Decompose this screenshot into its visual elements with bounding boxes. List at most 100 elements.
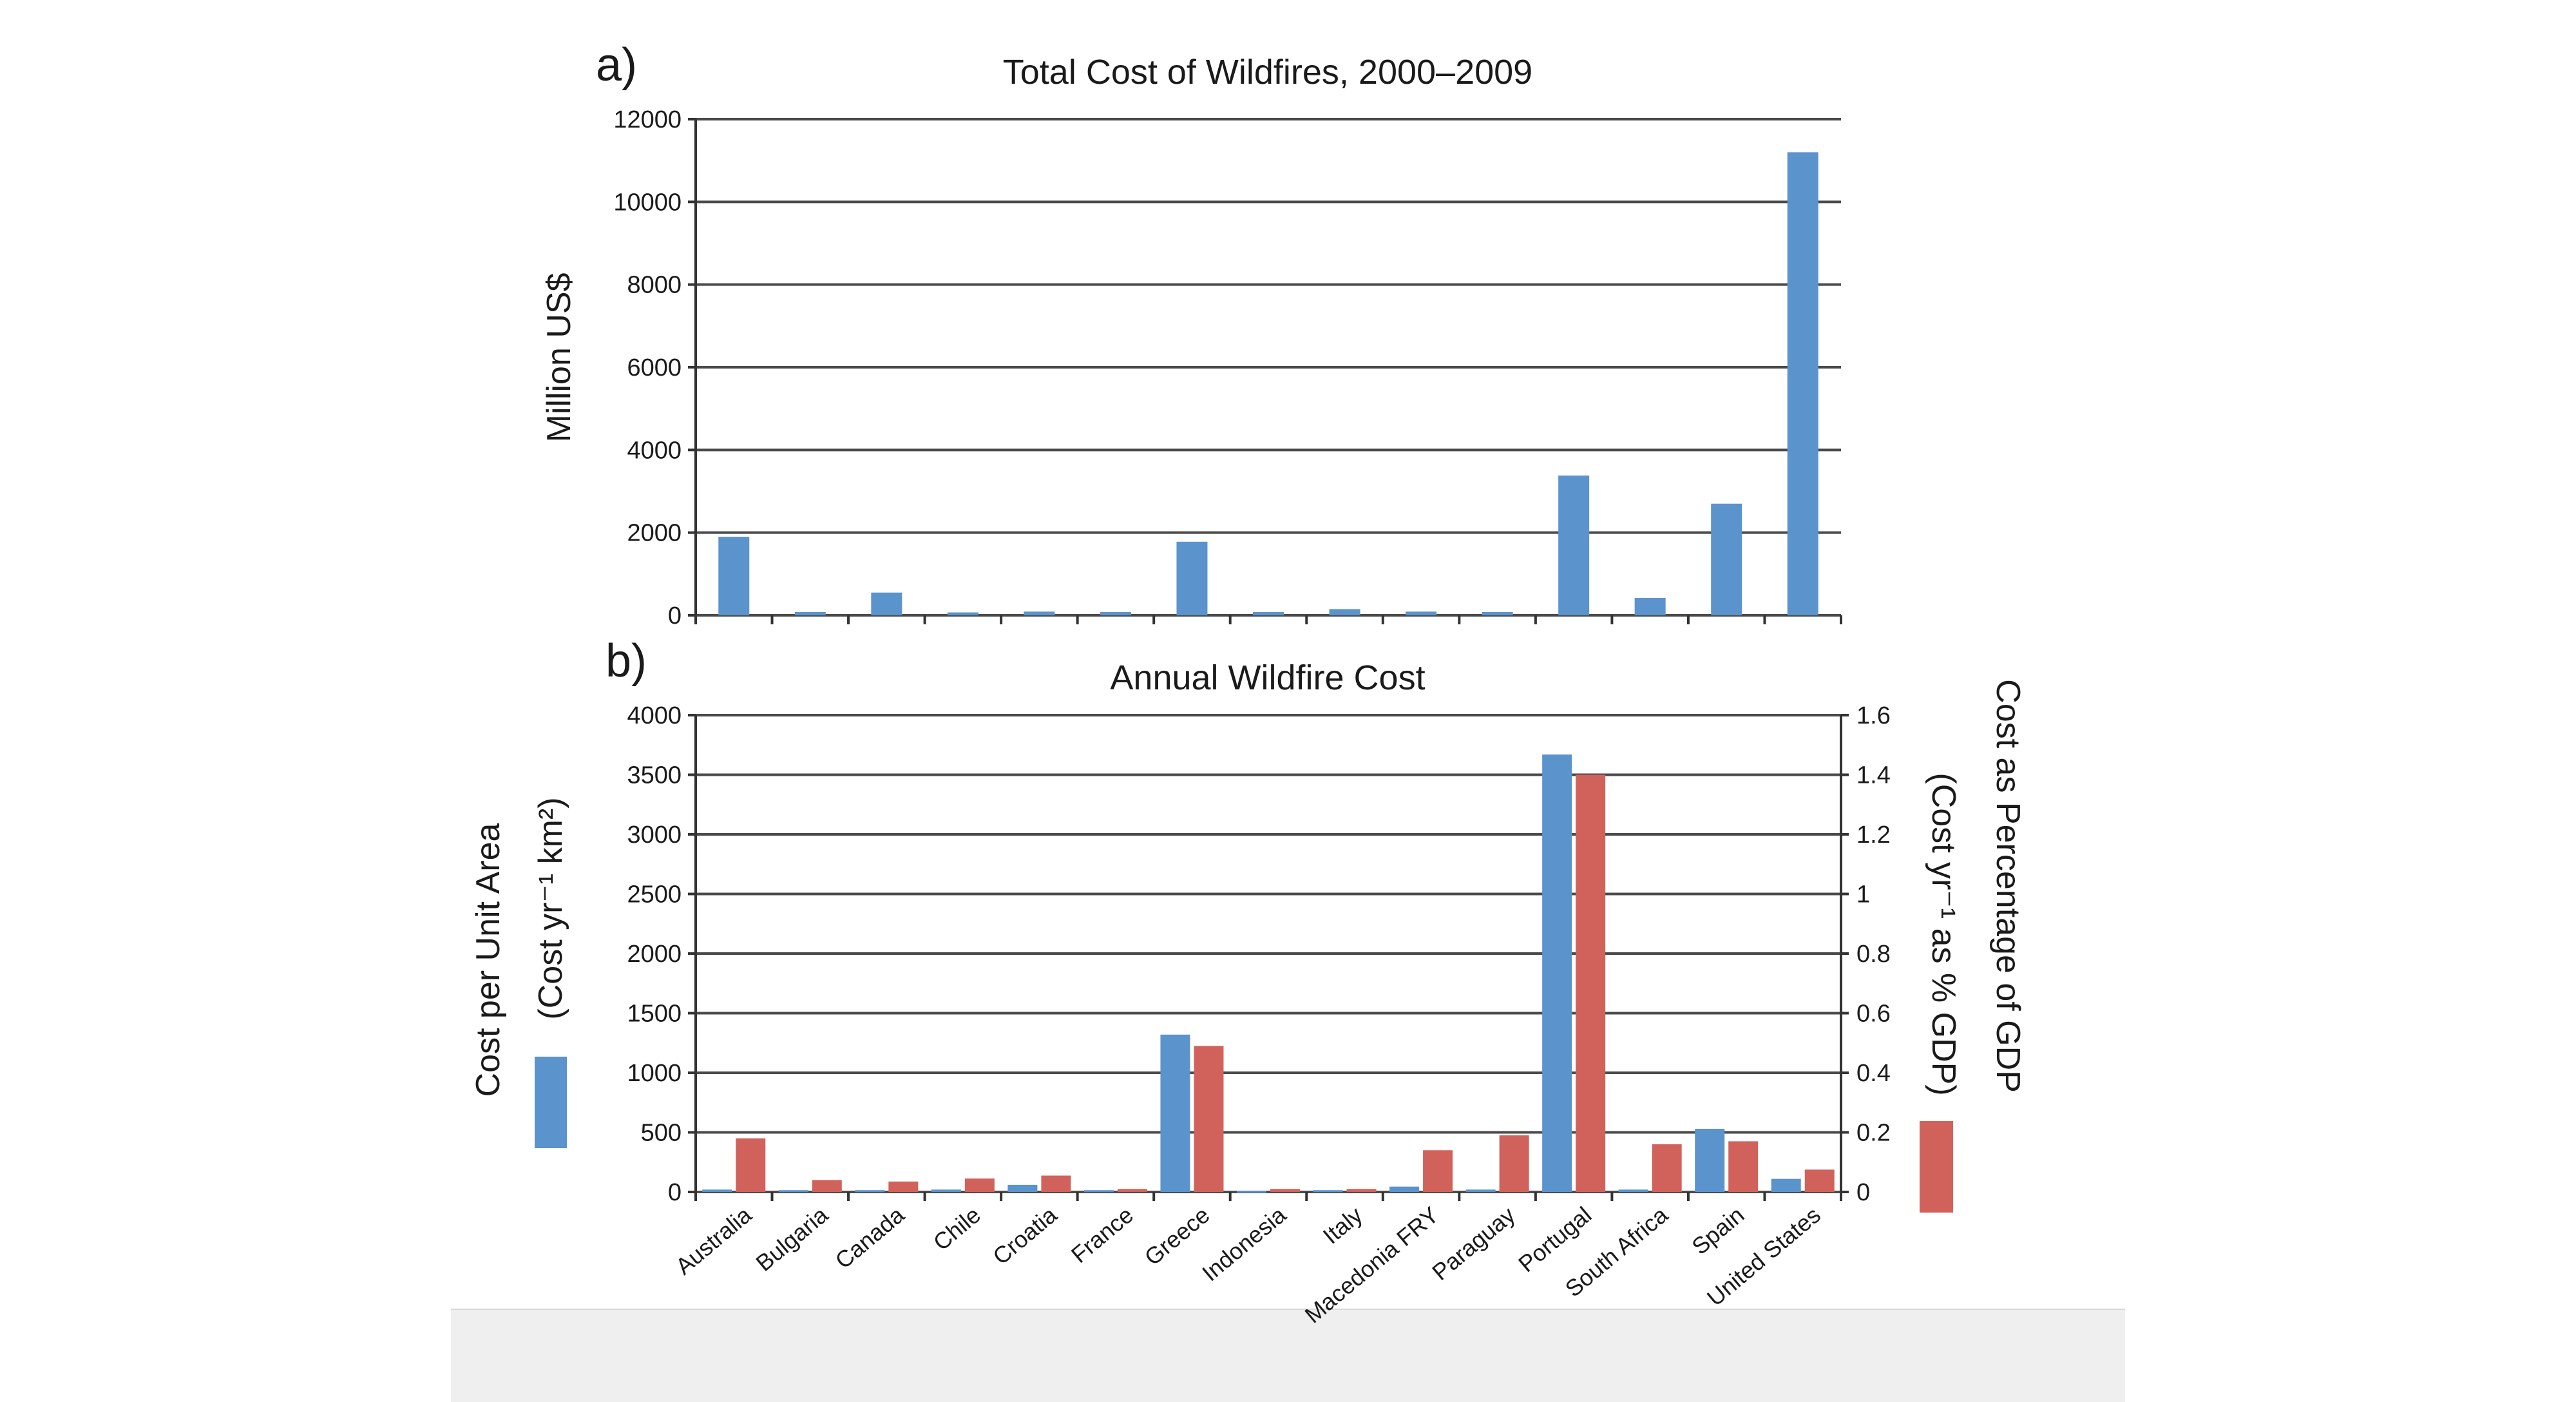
panel-a-label: a) bbox=[596, 39, 637, 91]
bar-cost-per-area bbox=[1771, 1178, 1801, 1192]
bar-cost-gdp bbox=[1499, 1135, 1529, 1192]
y-tick-label: 12000 bbox=[613, 106, 682, 133]
category-label: Paraguay bbox=[1427, 1202, 1520, 1285]
bar-cost-gdp bbox=[1194, 1046, 1224, 1192]
left-y-tick-label: 3000 bbox=[627, 821, 682, 849]
bar bbox=[1253, 611, 1284, 615]
bar-cost-gdp bbox=[1576, 774, 1606, 1192]
panel-b-right-y-ticks: 0 0.2 0.4 0.6 0.8 1 1.2 1.4 1.6 bbox=[1856, 702, 1891, 1206]
bar-cost-gdp bbox=[812, 1180, 842, 1192]
bar bbox=[871, 592, 902, 615]
bar-cost-gdp bbox=[1041, 1175, 1071, 1192]
right-y-tick-label: 0 bbox=[1856, 1179, 1870, 1206]
left-y-tick-label: 3500 bbox=[627, 762, 682, 789]
panel-a-ylabel: Million US$ bbox=[540, 273, 578, 442]
bar-cost-per-area bbox=[855, 1190, 885, 1193]
bar bbox=[1482, 611, 1513, 615]
bar bbox=[1329, 609, 1360, 615]
bar bbox=[1024, 611, 1055, 615]
panel-b-right-ylabel-line2: (Cost yr⁻¹ as % GDP) bbox=[1925, 773, 1962, 1095]
category-label: Canada bbox=[830, 1201, 910, 1274]
y-tick-label: 8000 bbox=[627, 272, 682, 299]
bar-cost-gdp bbox=[1804, 1169, 1835, 1192]
panel-b-left-ylabel-line1: Cost per Unit Area bbox=[470, 823, 507, 1097]
left-y-tick-label: 0 bbox=[668, 1179, 682, 1206]
bar bbox=[1558, 475, 1590, 615]
category-label: Indonesia bbox=[1197, 1201, 1292, 1286]
left-y-tick-label: 4000 bbox=[627, 702, 682, 729]
panel-b-right-ylabel-line1: Cost as Percentage of GDP bbox=[1989, 679, 2027, 1093]
panel-b-gridlines bbox=[688, 714, 1849, 1201]
left-y-tick-label: 2000 bbox=[627, 941, 682, 968]
bar bbox=[1176, 541, 1208, 615]
category-label: Croatia bbox=[987, 1201, 1062, 1270]
panel-a-y-ticks: 0 2000 4000 6000 8000 10000 12000 bbox=[613, 106, 682, 629]
left-y-tick-label: 500 bbox=[641, 1120, 682, 1147]
bar-cost-per-area bbox=[1389, 1186, 1420, 1192]
bar-cost-gdp bbox=[1346, 1189, 1377, 1192]
panel-a-title: Total Cost of Wildfires, 2000–2009 bbox=[1003, 53, 1532, 91]
y-tick-label: 2000 bbox=[627, 520, 682, 547]
left-axis-legend-swatch bbox=[535, 1057, 567, 1148]
bar-cost-gdp bbox=[964, 1178, 995, 1192]
left-y-tick-label: 2500 bbox=[627, 881, 682, 908]
bar-cost-per-area bbox=[1313, 1190, 1343, 1193]
y-tick-label: 0 bbox=[668, 602, 682, 629]
bar-cost-per-area bbox=[1465, 1189, 1496, 1192]
bar-cost-gdp bbox=[1728, 1141, 1759, 1192]
panel-b-left-y-ticks: 0 500 1000 1500 2000 2500 3000 3500 4000 bbox=[627, 702, 682, 1206]
bar-cost-per-area bbox=[1618, 1189, 1648, 1192]
bar-cost-per-area bbox=[702, 1189, 732, 1192]
bar bbox=[1711, 503, 1742, 615]
bar bbox=[718, 537, 750, 615]
panel-b-title: Annual Wildfire Cost bbox=[1110, 658, 1425, 697]
bar-cost-per-area bbox=[1542, 754, 1572, 1192]
panel-a-gridlines bbox=[688, 118, 1842, 624]
panel-b-bars bbox=[702, 754, 1835, 1193]
y-tick-label: 6000 bbox=[627, 354, 682, 381]
right-y-tick-label: 1 bbox=[1856, 881, 1870, 908]
bar-cost-per-area bbox=[778, 1190, 808, 1193]
bar-cost-per-area bbox=[1695, 1128, 1725, 1192]
bar-cost-gdp bbox=[736, 1138, 766, 1192]
category-label: Italy bbox=[1318, 1202, 1368, 1249]
panel-b-label: b) bbox=[606, 635, 647, 687]
bar-cost-per-area bbox=[1237, 1191, 1266, 1193]
right-y-tick-label: 0.4 bbox=[1856, 1060, 1891, 1087]
bar-cost-per-area bbox=[931, 1189, 961, 1192]
category-label: France bbox=[1066, 1202, 1138, 1268]
y-tick-label: 10000 bbox=[613, 189, 682, 216]
category-label: Macedonia FRY bbox=[1300, 1202, 1444, 1329]
footer-bar bbox=[451, 1309, 2125, 1402]
bar bbox=[794, 611, 826, 615]
panel-a-bars bbox=[718, 152, 1818, 616]
right-y-tick-label: 1.4 bbox=[1856, 762, 1891, 789]
bar-cost-per-area bbox=[1083, 1190, 1114, 1193]
bar-cost-gdp bbox=[1652, 1144, 1682, 1192]
category-label: Australia bbox=[671, 1201, 757, 1280]
right-y-tick-label: 1.2 bbox=[1856, 821, 1891, 849]
bar bbox=[1787, 152, 1818, 616]
bar bbox=[1406, 611, 1437, 615]
panel-b: b) Annual Wildfire Cost Cost per Unit Ar… bbox=[470, 635, 2027, 1329]
panel-a: a) Total Cost of Wildfires, 2000–2009 Mi… bbox=[540, 39, 1842, 629]
panel-b-left-ylabel-line2: (Cost yr⁻¹ km²) bbox=[532, 797, 569, 1019]
bar bbox=[947, 612, 978, 615]
bar-cost-gdp bbox=[1117, 1189, 1147, 1192]
left-y-tick-label: 1500 bbox=[627, 1001, 682, 1028]
category-label: Chile bbox=[928, 1202, 986, 1256]
y-tick-label: 4000 bbox=[627, 437, 682, 464]
bar-cost-gdp bbox=[1270, 1189, 1300, 1192]
bar-cost-gdp bbox=[888, 1181, 919, 1192]
left-y-tick-label: 1000 bbox=[627, 1060, 682, 1087]
bar-cost-per-area bbox=[1160, 1034, 1190, 1192]
right-y-tick-label: 0.8 bbox=[1856, 941, 1891, 968]
bar bbox=[1634, 598, 1666, 615]
right-axis-legend-swatch bbox=[1920, 1121, 1953, 1213]
category-label: Spain bbox=[1686, 1202, 1749, 1260]
right-y-tick-label: 0.6 bbox=[1856, 1001, 1891, 1028]
right-y-tick-label: 0.2 bbox=[1856, 1120, 1891, 1147]
bar bbox=[1100, 611, 1131, 615]
